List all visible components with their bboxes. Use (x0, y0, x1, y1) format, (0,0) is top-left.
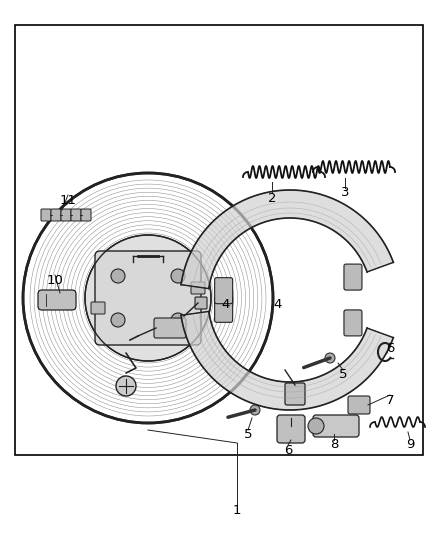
Text: 8: 8 (330, 439, 338, 451)
Text: 1: 1 (233, 504, 241, 516)
Circle shape (250, 405, 260, 415)
Text: 4: 4 (222, 298, 230, 311)
Text: 5: 5 (339, 368, 347, 382)
Text: 4: 4 (274, 298, 282, 311)
Text: 7: 7 (386, 393, 394, 407)
Circle shape (171, 269, 185, 283)
Circle shape (116, 376, 136, 396)
FancyBboxPatch shape (195, 297, 207, 309)
Text: 3: 3 (341, 187, 349, 199)
Circle shape (120, 270, 176, 326)
FancyBboxPatch shape (277, 415, 305, 443)
Circle shape (308, 418, 324, 434)
FancyBboxPatch shape (91, 302, 105, 314)
FancyBboxPatch shape (344, 264, 362, 290)
FancyBboxPatch shape (215, 278, 233, 304)
Text: 9: 9 (406, 439, 414, 451)
FancyBboxPatch shape (51, 209, 61, 221)
FancyBboxPatch shape (154, 318, 186, 338)
Circle shape (171, 313, 185, 327)
Circle shape (325, 353, 335, 363)
Text: 6: 6 (284, 443, 292, 456)
FancyBboxPatch shape (313, 415, 359, 437)
FancyBboxPatch shape (61, 209, 71, 221)
Circle shape (111, 269, 125, 283)
Text: 11: 11 (60, 193, 77, 206)
Text: 6: 6 (386, 342, 394, 354)
Bar (15, 25, 423, 455)
FancyBboxPatch shape (81, 209, 91, 221)
Circle shape (111, 313, 125, 327)
FancyBboxPatch shape (344, 310, 362, 336)
FancyBboxPatch shape (71, 209, 81, 221)
Wedge shape (181, 311, 393, 410)
Text: 10: 10 (46, 273, 64, 287)
FancyBboxPatch shape (215, 296, 233, 322)
Text: 5: 5 (244, 429, 252, 441)
FancyBboxPatch shape (41, 209, 51, 221)
FancyBboxPatch shape (191, 282, 205, 294)
Circle shape (85, 235, 211, 361)
Text: 2: 2 (268, 191, 276, 205)
FancyBboxPatch shape (38, 290, 76, 310)
Wedge shape (181, 190, 393, 288)
FancyBboxPatch shape (348, 396, 370, 414)
FancyBboxPatch shape (95, 251, 201, 345)
FancyBboxPatch shape (285, 383, 305, 405)
